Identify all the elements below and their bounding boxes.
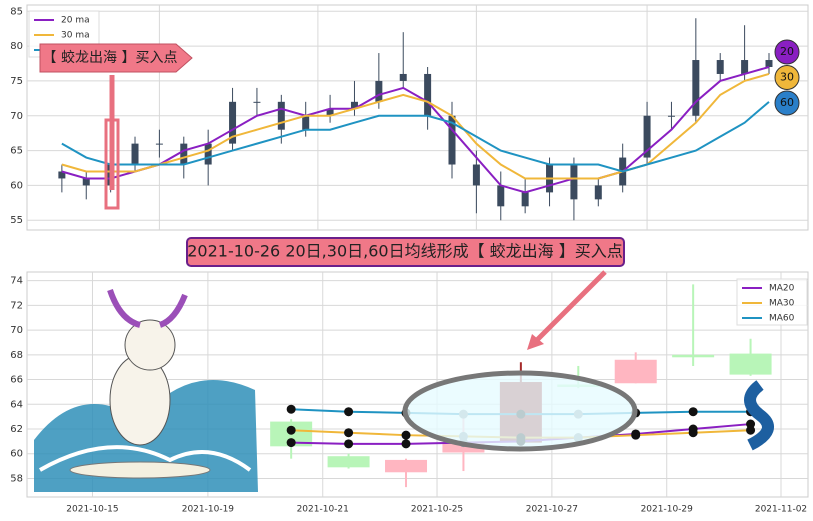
pointer-head (527, 334, 544, 350)
ma-dot (401, 430, 411, 440)
candle-body (58, 171, 66, 179)
candle-body (570, 164, 578, 200)
candle-body (204, 143, 212, 165)
candle-body (155, 143, 163, 145)
ma-dot (344, 428, 354, 438)
candle-body (667, 115, 675, 117)
candle-body (521, 192, 529, 207)
y-tick-label: 65 (10, 146, 23, 157)
x-tick-label: 2021-10-29 (641, 505, 694, 515)
y-tick-label: 72 (10, 300, 23, 311)
legend-label: MA30 (769, 299, 795, 309)
y-tick-label: 70 (10, 325, 23, 336)
ma-line (61, 101, 770, 173)
candle-body (442, 442, 485, 453)
candle-body (302, 115, 310, 130)
ma-dot (344, 439, 354, 449)
candle-body (180, 143, 188, 165)
legend-label: MA20 (769, 284, 795, 294)
badge (774, 65, 800, 90)
candle-body (448, 115, 456, 165)
ma-dot (286, 425, 296, 435)
candle-body (741, 60, 749, 74)
badge (774, 90, 800, 116)
candle-body (594, 185, 602, 200)
y-tick-label: 64 (10, 399, 23, 410)
y-tick-label: 55 (10, 215, 23, 226)
candle-body (424, 73, 432, 116)
y-tick-label: 62 (10, 424, 23, 435)
pointer-arrow (533, 270, 607, 344)
surfboard (69, 461, 211, 479)
ma-dot (286, 438, 296, 448)
y-tick-label: 68 (10, 350, 23, 361)
candle-body (672, 354, 715, 358)
y-tick-label: 58 (10, 473, 23, 484)
candle-body (399, 73, 407, 81)
dragon (744, 380, 774, 451)
ma-dot (631, 430, 641, 440)
legend-label: 30 ma (61, 31, 90, 41)
ma-dot (688, 407, 698, 417)
top-frame (26, 4, 809, 231)
candle-body (716, 60, 724, 74)
badge-label: 30 (780, 71, 794, 84)
candle-body (131, 143, 139, 165)
ma-dot (401, 439, 411, 449)
candle-body (326, 108, 334, 116)
x-tick-label: 2021-10-27 (526, 505, 578, 515)
badge-label: 60 (780, 96, 794, 109)
candle-body (729, 353, 772, 375)
ma-line (61, 66, 770, 194)
ma-line (61, 73, 770, 180)
candle-body (614, 359, 657, 384)
y-tick-label: 70 (10, 111, 23, 122)
candle-body (375, 80, 383, 102)
ma-dot (688, 428, 698, 438)
annotation-arrow (39, 43, 193, 73)
y-tick-label: 60 (10, 180, 23, 191)
y-tick-label: 80 (10, 41, 23, 52)
y-tick-label: 60 (10, 449, 23, 460)
candle-body (692, 60, 700, 116)
top-annotation: 【 蛟龙出海 】买入点 (43, 50, 178, 66)
candle-body (643, 115, 651, 158)
y-tick-label: 75 (10, 76, 23, 87)
highlight-ellipse (402, 370, 638, 452)
candle-body (82, 178, 90, 186)
candle-body (472, 164, 480, 186)
candle-body (385, 459, 428, 473)
legend-label: 20 ma (61, 16, 90, 26)
candle-body (765, 60, 773, 67)
candle-body (277, 101, 285, 130)
wave-foam (39, 445, 252, 472)
x-tick-label: 2021-11-02 (755, 505, 807, 515)
x-tick-label: 2021-10-19 (182, 505, 235, 515)
candle-body (327, 456, 370, 468)
candle-body (350, 101, 358, 109)
bottom-annotation: 2021-10-26 20日,30日,60日均线形成【 蛟龙出海 】买入点 (187, 242, 623, 261)
candle-body (229, 101, 237, 144)
ma-dot (746, 425, 756, 435)
x-tick-label: 2021-10-21 (297, 505, 349, 515)
y-tick-label: 74 (10, 276, 23, 287)
ma-dot (286, 404, 296, 414)
badge (774, 39, 800, 65)
badge-label: 20 (780, 45, 794, 58)
legend-label: MA60 (769, 314, 795, 324)
x-tick-label: 2021-10-25 (411, 505, 463, 515)
y-tick-label: 66 (10, 375, 23, 386)
title-box (186, 237, 625, 267)
candle-body (253, 101, 261, 103)
y-tick-label: 85 (10, 6, 23, 17)
x-tick-label: 2021-10-15 (66, 505, 118, 515)
dog-horns (107, 289, 188, 328)
dog (109, 354, 171, 446)
ma-dot (746, 419, 756, 429)
candle-body (497, 185, 505, 207)
dog-head (124, 319, 176, 371)
ma-dot (344, 407, 354, 417)
